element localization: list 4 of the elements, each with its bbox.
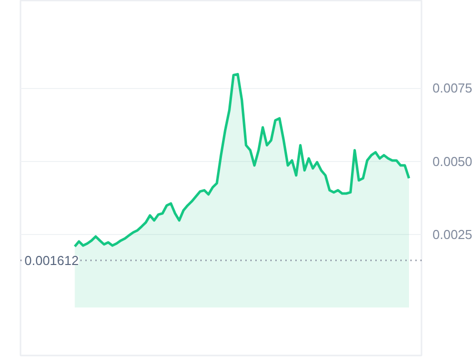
y-tick-label: 0.0075 — [432, 80, 472, 96]
y-tick-label: 0.0050 — [432, 154, 472, 169]
ref-line-label: 0.001612 — [24, 252, 79, 268]
y-tick-label: 0.0025 — [432, 226, 472, 242]
